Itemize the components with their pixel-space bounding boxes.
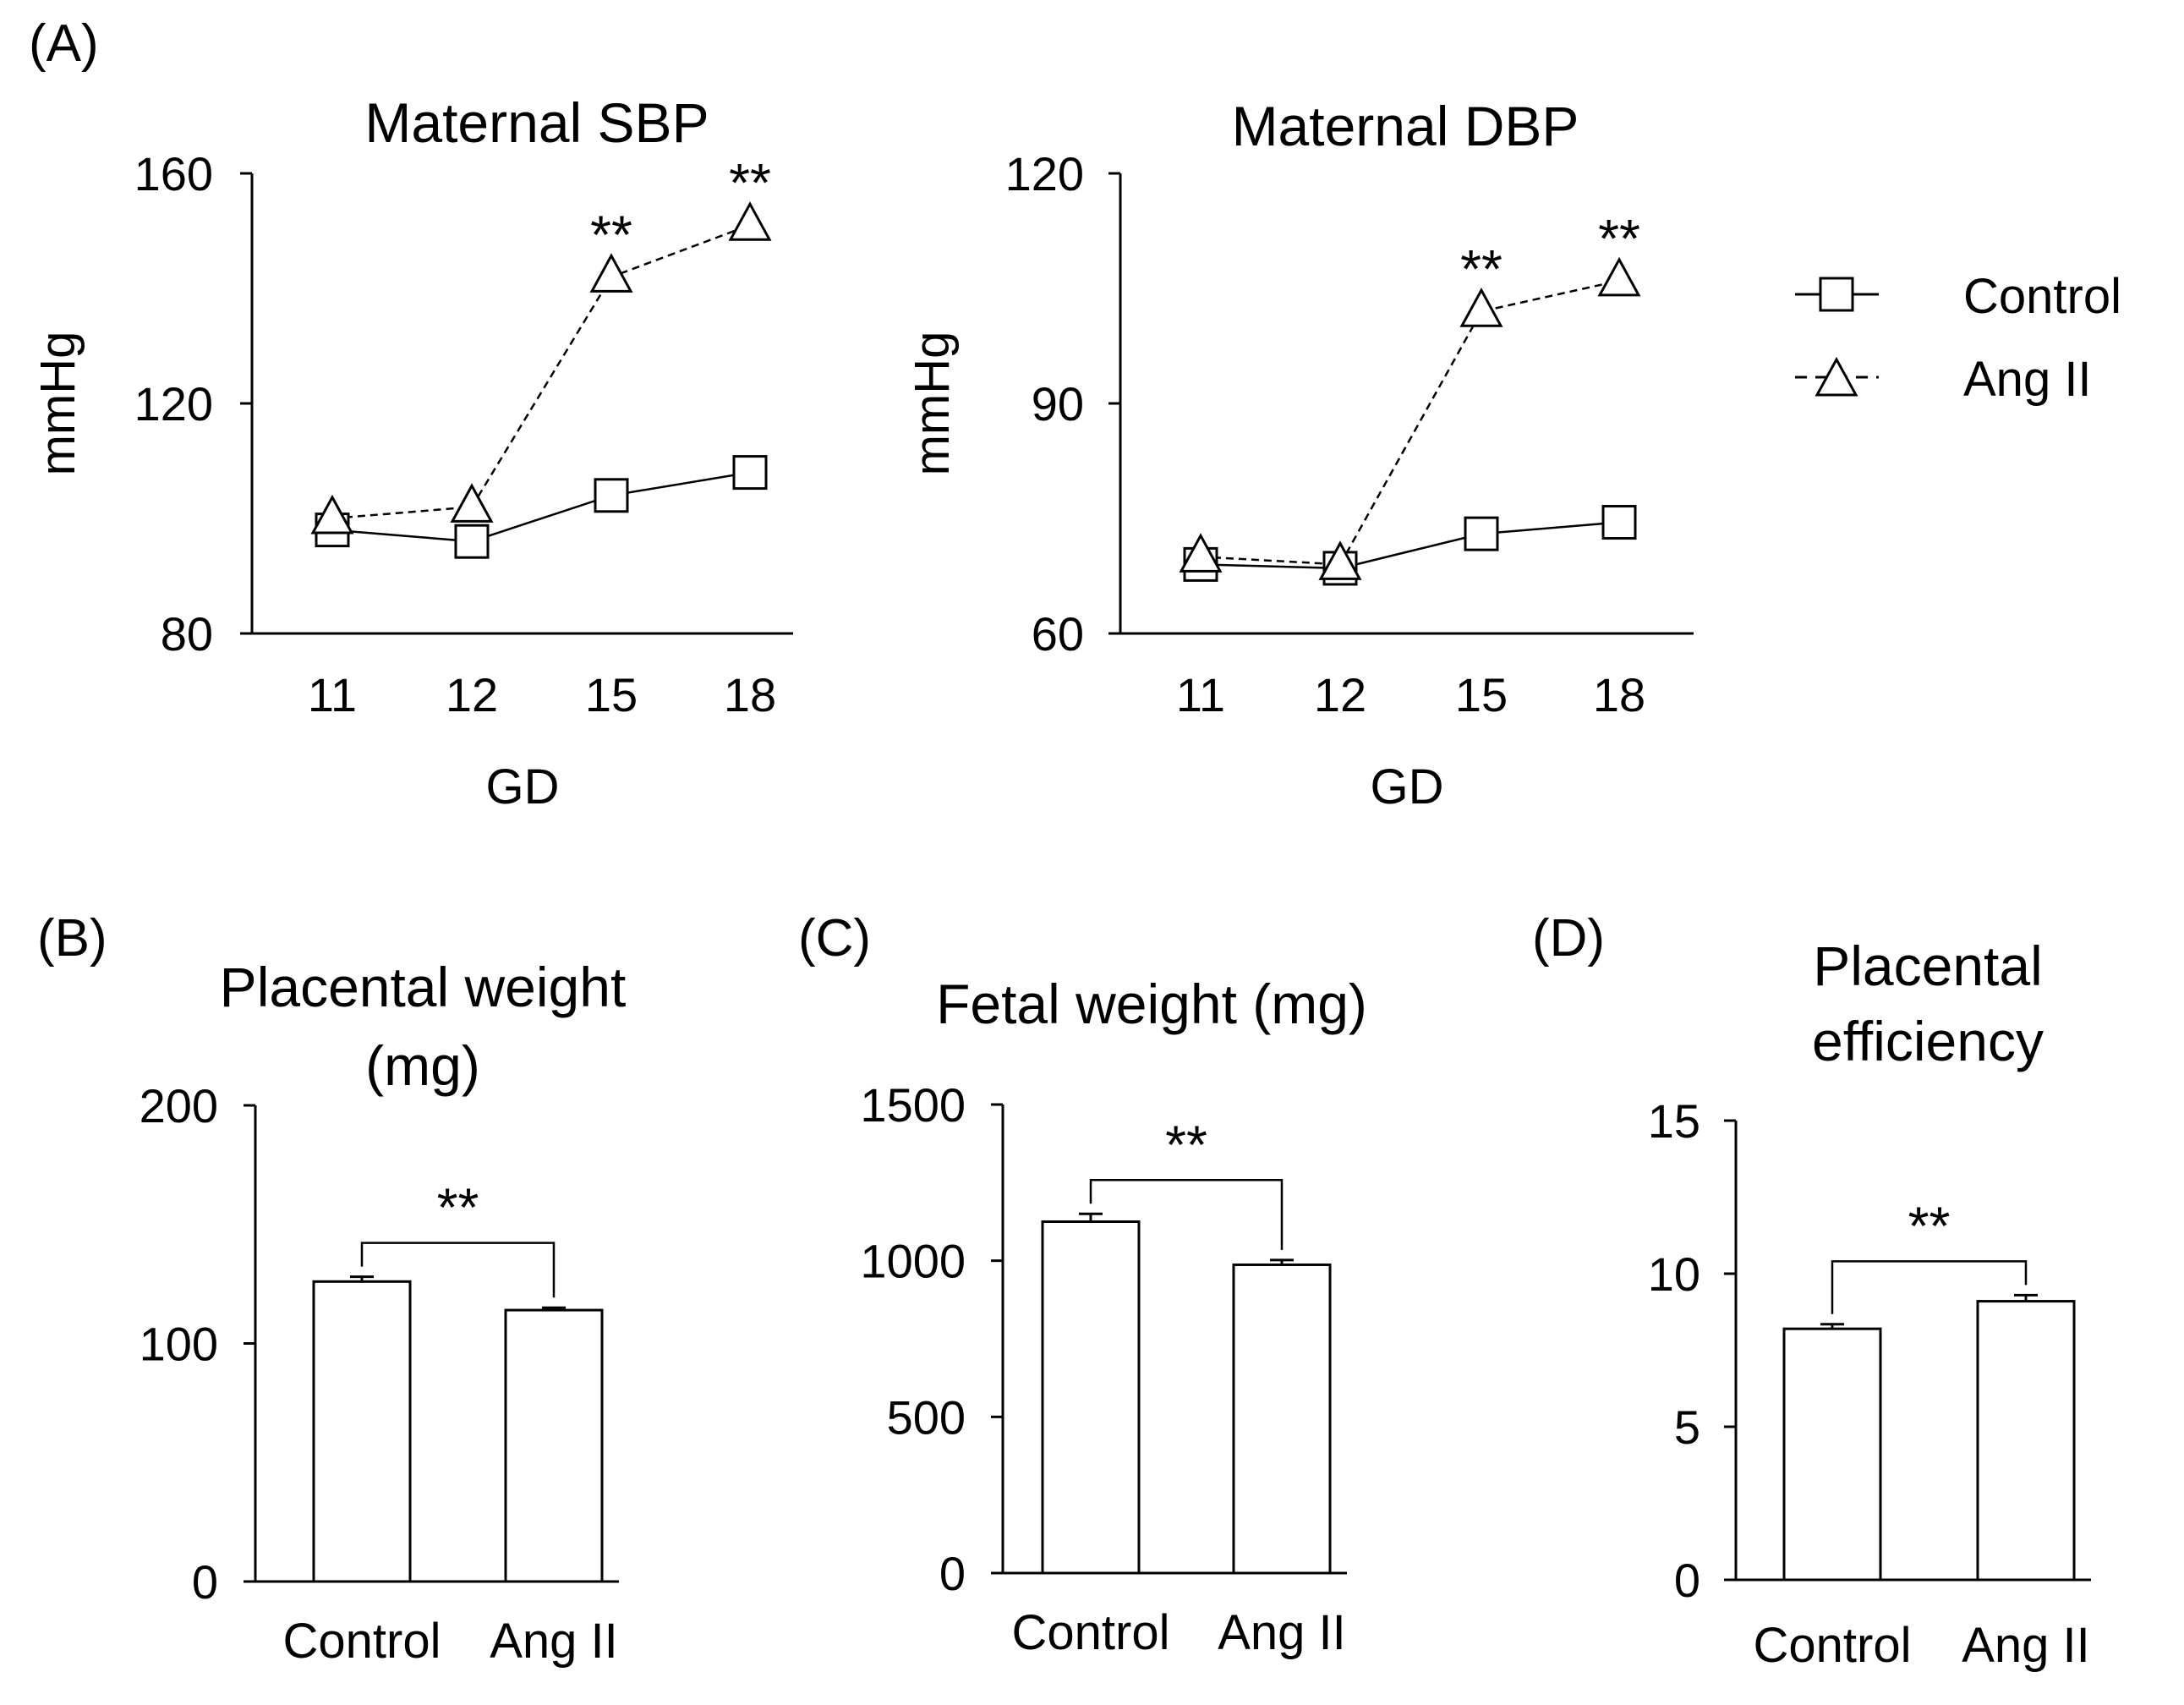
chart-title: Maternal DBP	[1232, 95, 1579, 157]
y-tick-label: 1000	[860, 1235, 966, 1288]
series-line	[1200, 279, 1620, 566]
chart-title: efficiency	[1812, 1010, 2044, 1072]
x-tick-label: 12	[1314, 668, 1366, 721]
x-tick-label: Ang II	[1218, 1605, 1346, 1660]
bar-ang-ii	[504, 1308, 604, 1583]
x-tick-label: 12	[446, 668, 498, 721]
y-tick-label: 1500	[860, 1078, 966, 1132]
significance-bracket	[360, 1242, 556, 1298]
x-tick-label: 18	[1593, 668, 1645, 721]
y-tick-label: 120	[1005, 147, 1084, 200]
significance-marker: **	[1908, 1195, 1951, 1256]
y-tick-label: 5	[1674, 1401, 1700, 1454]
x-tick-label: Control	[1012, 1605, 1170, 1660]
panel-label: (B)	[37, 909, 107, 968]
y-tick-label: 100	[140, 1318, 218, 1371]
panel-label: (D)	[1532, 909, 1605, 968]
control-point	[594, 478, 629, 513]
y-tick-label: 10	[1648, 1247, 1700, 1301]
significance-marker: **	[590, 204, 632, 265]
y-tick-label: 0	[939, 1547, 966, 1600]
angii-point	[1179, 533, 1223, 573]
y-tick-label: 0	[1674, 1554, 1700, 1607]
legend-label: Ang II	[1963, 352, 2092, 407]
x-tick-label: Control	[1754, 1618, 1912, 1673]
bar-ang-ii	[1976, 1300, 2076, 1582]
chart-title: Placental	[1813, 935, 2043, 997]
significance-marker: **	[729, 152, 771, 213]
y-tick-label: 200	[140, 1079, 218, 1132]
y-tick-label: 120	[134, 377, 213, 430]
chart-title: (mg)	[365, 1034, 480, 1097]
legend-square-icon	[1819, 277, 1854, 312]
bar-ang-ii	[1232, 1263, 1332, 1575]
chart-title: Placental weight	[220, 956, 627, 1018]
x-tick-label: 11	[308, 668, 357, 721]
y-axis-label: mmHg	[30, 332, 85, 476]
chart-title: Maternal SBP	[364, 91, 709, 154]
x-tick-label: 11	[1176, 668, 1225, 721]
panel-label: (C)	[798, 909, 871, 968]
x-axis-label: GD	[1371, 759, 1444, 814]
series-line	[1200, 521, 1620, 570]
x-tick-label: Ang II	[490, 1614, 618, 1669]
significance-marker: **	[437, 1177, 479, 1238]
legend-triangle-icon	[1815, 356, 1858, 397]
angii-point	[1597, 256, 1641, 297]
y-tick-label: 15	[1648, 1094, 1700, 1148]
angii-point	[728, 201, 772, 241]
bar-control	[1041, 1220, 1141, 1575]
y-tick-label: 0	[192, 1555, 218, 1609]
y-tick-label: 500	[887, 1390, 966, 1444]
x-axis-label: GD	[486, 759, 560, 814]
control-point	[732, 455, 768, 491]
angii-point	[1318, 540, 1362, 580]
y-tick-label: 90	[1032, 377, 1084, 430]
y-axis-label: mmHg	[905, 332, 960, 476]
y-tick-label: 60	[1032, 607, 1084, 661]
significance-bracket	[1089, 1179, 1284, 1250]
y-tick-label: 160	[134, 147, 213, 200]
chart-title: Fetal weight (mg)	[936, 973, 1367, 1035]
angii-point	[310, 494, 354, 535]
angii-point	[589, 253, 633, 293]
significance-marker: **	[1598, 208, 1640, 269]
control-point	[1601, 505, 1637, 540]
y-tick-label: 80	[161, 607, 213, 661]
control-point	[1464, 516, 1499, 551]
bar-control	[312, 1280, 412, 1583]
x-tick-label: 18	[724, 668, 776, 721]
significance-marker: **	[1165, 1114, 1207, 1175]
series-line	[331, 224, 751, 520]
angii-point	[450, 483, 494, 523]
series-line	[331, 471, 751, 543]
angii-point	[1459, 288, 1503, 327]
bar-control	[1782, 1327, 1882, 1582]
x-tick-label: Control	[283, 1614, 441, 1669]
x-tick-label: 15	[1455, 668, 1508, 721]
significance-marker: **	[1460, 238, 1503, 299]
legend-label: Control	[1963, 269, 2121, 324]
x-tick-label: Ang II	[1962, 1618, 2090, 1673]
panel-label: (A)	[29, 14, 99, 73]
x-tick-label: 15	[585, 668, 638, 721]
significance-bracket	[1831, 1260, 2028, 1314]
control-point	[454, 524, 490, 559]
